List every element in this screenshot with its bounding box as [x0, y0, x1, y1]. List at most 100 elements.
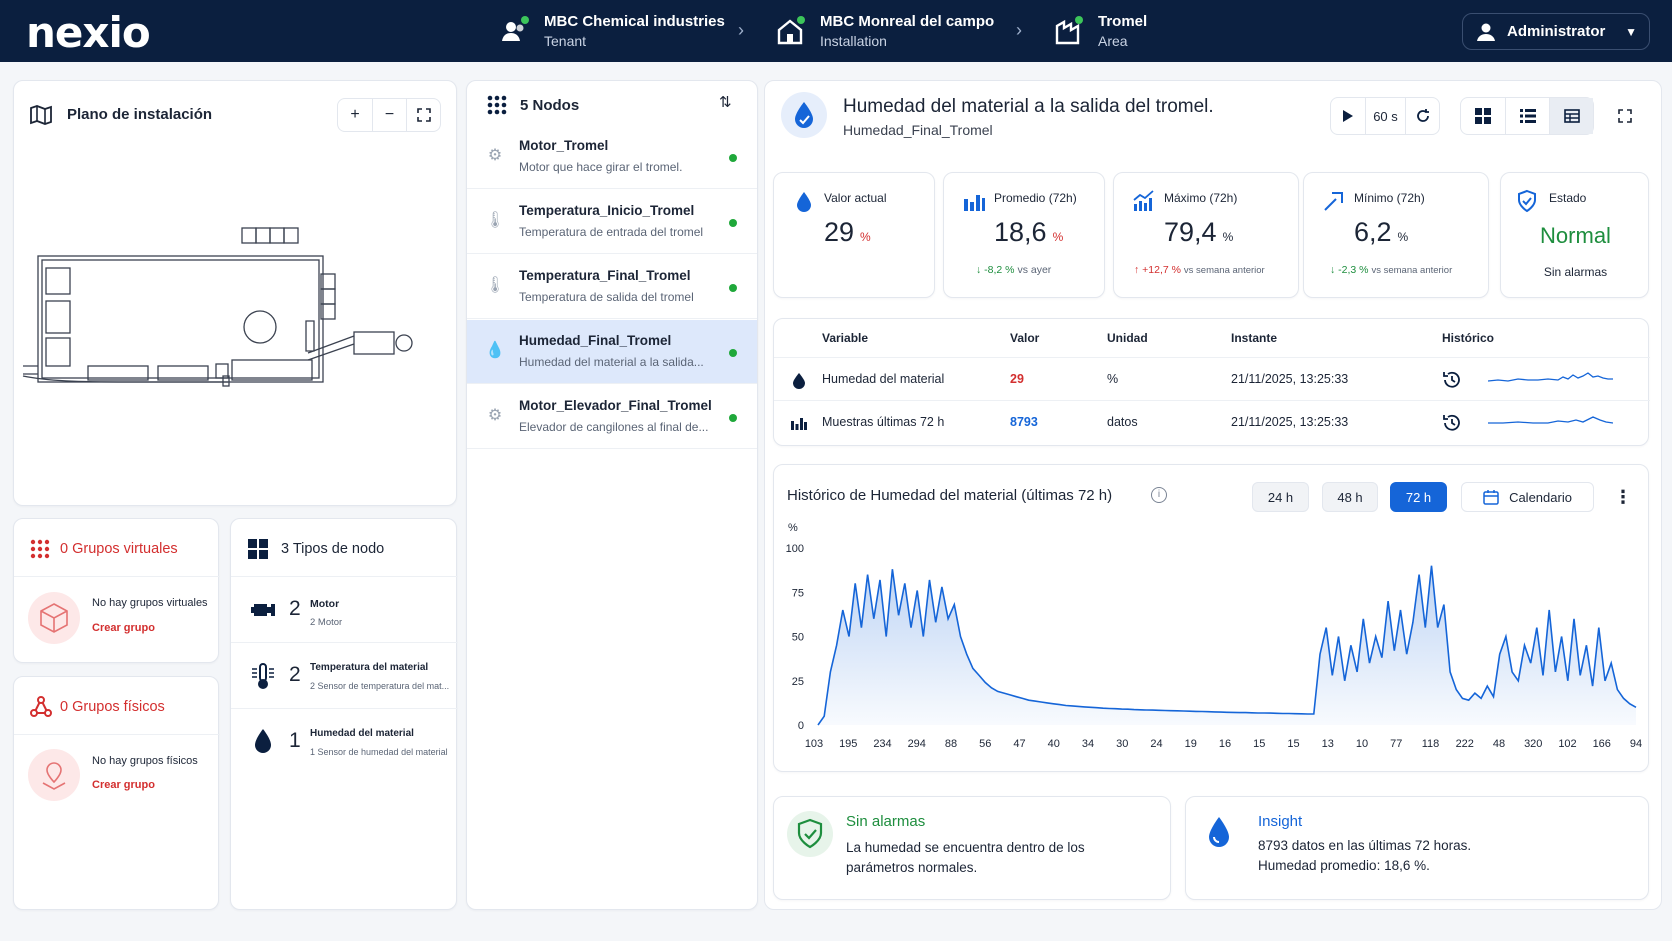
installation-plan-drawing[interactable] — [18, 226, 458, 476]
kpi-unit: % — [1052, 230, 1064, 244]
x-tick-label: 234 — [873, 738, 891, 750]
cell-variable: Muestras últimas 72 h — [822, 415, 945, 429]
x-tick-label: 77 — [1390, 738, 1402, 750]
node-type-desc: 1 Sensor de humedad del material — [310, 747, 448, 757]
kpi-label: Promedio (72h) — [994, 191, 1077, 205]
table-row[interactable]: Muestras últimas 72 h 8793 datos 21/11/2… — [774, 400, 1650, 443]
user-icon — [1477, 23, 1495, 41]
expand-button[interactable] — [1608, 98, 1642, 134]
kpi-status: Estado Normal Sin alarmas — [1500, 172, 1649, 298]
node-name: Motor_Elevador_Final_Tromel — [519, 398, 712, 413]
node-item-motor-tromel[interactable]: ⚙ Motor_Tromel Motor que hace girar el t… — [467, 125, 757, 189]
node-name: Humedad_Final_Tromel — [519, 333, 672, 348]
history-chart[interactable]: % 0 25 50 75 100 103 195 234 294 88 56 47 40 34 30 24 19 1… — [774, 515, 1650, 765]
kpi-value-wrap: 29% — [824, 217, 871, 248]
node-desc: Temperatura de entrada del tromel — [519, 225, 704, 239]
x-tick-label: 40 — [1048, 738, 1060, 750]
node-type-item[interactable]: 2 Temperatura del material 2 Sensor de t… — [231, 642, 458, 708]
x-tick-label: 320 — [1524, 738, 1542, 750]
node-type-desc: 2 Sensor de temperatura del mat... — [310, 681, 450, 691]
grid-view-button[interactable] — [1461, 98, 1505, 134]
kpi-value: 6,2 — [1354, 217, 1392, 247]
history-icon[interactable] — [1441, 369, 1463, 391]
kpi-label: Valor actual — [824, 191, 887, 205]
node-item-temperatura-inicio[interactable]: 🌡 Temperatura_Inicio_Tromel Temperatura … — [467, 190, 757, 254]
x-tick-label: 56 — [979, 738, 991, 750]
kpi-unit: % — [1397, 230, 1409, 244]
range-24h-button[interactable]: 24 h — [1252, 482, 1309, 512]
node-item-humedad-final[interactable]: 💧 Humedad_Final_Tromel Humedad del mater… — [467, 320, 757, 384]
list-view-button[interactable] — [1505, 98, 1549, 134]
grid-icon — [248, 539, 268, 559]
play-button[interactable] — [1331, 98, 1365, 134]
grid-dots-icon — [30, 539, 50, 559]
table-view-icon — [1563, 109, 1580, 123]
x-tick-label: 15 — [1287, 738, 1299, 750]
x-tick-label: 16 — [1219, 738, 1231, 750]
thermometer-icon: 🌡 — [485, 277, 506, 294]
more-options-icon[interactable]: ⋮ — [1614, 487, 1632, 507]
status-dot — [729, 284, 737, 292]
node-item-motor-elevador[interactable]: ⚙ Motor_Elevador_Final_Tromel Elevador d… — [467, 385, 757, 449]
fullscreen-button[interactable] — [406, 99, 440, 131]
kpi-label: Estado — [1549, 191, 1587, 205]
cell-value: 8793 — [1010, 415, 1038, 429]
x-tick-label: 24 — [1150, 738, 1162, 750]
sort-icon[interactable]: ⇅ — [719, 94, 732, 111]
insight-line-1: 8793 datos en las últimas 72 horas. — [1258, 838, 1472, 853]
alarms-title: Sin alarmas — [846, 813, 926, 830]
grid-view-icon — [1475, 108, 1491, 124]
kpi-delta: -8,2 % — [984, 264, 1015, 276]
factory-home-icon — [774, 14, 808, 48]
x-tick-label: 30 — [1116, 738, 1128, 750]
kpi-unit: % — [860, 230, 871, 244]
zoom-out-button[interactable]: − — [372, 99, 406, 131]
physical-groups-title: 0 Grupos físicos — [60, 699, 165, 715]
breadcrumb-tenant[interactable]: MBC Chemical industries Tenant — [498, 13, 725, 49]
node-type-name: Humedad del material — [310, 728, 414, 739]
table-row[interactable]: Humedad del material 29 % 21/11/2025, 13… — [774, 357, 1650, 400]
kpi-trend: ↑ +12,7 % vs semana anterior — [1134, 264, 1265, 276]
chevron-right-icon: › — [738, 20, 744, 40]
play-icon — [1343, 110, 1353, 122]
col-header: Instante — [1231, 331, 1278, 345]
breadcrumb-installation[interactable]: MBC Monreal del campo Installation — [774, 13, 994, 49]
kpi-value-wrap: 18,6% — [994, 217, 1063, 248]
cell-time: 21/11/2025, 13:25:33 — [1231, 372, 1349, 386]
node-types-title: 3 Tipos de nodo — [281, 541, 385, 557]
breadcrumb-subtitle: Installation — [820, 33, 887, 49]
node-item-temperatura-final[interactable]: 🌡 Temperatura_Final_Tromel Temperatura d… — [467, 255, 757, 319]
zoom-in-button[interactable]: + — [350, 106, 360, 123]
create-physical-group-link[interactable]: Crear grupo — [92, 779, 155, 791]
range-48h-button[interactable]: 48 h — [1322, 482, 1378, 512]
user-menu[interactable]: Administrator ▼ — [1462, 13, 1650, 50]
node-type-item[interactable]: 2 Motor 2 Motor — [231, 576, 458, 642]
refresh-interval[interactable]: 60 s — [1365, 98, 1405, 134]
info-icon[interactable]: i — [1151, 487, 1167, 503]
node-name: Temperatura_Final_Tromel — [519, 268, 691, 283]
create-virtual-group-link[interactable]: Crear grupo — [92, 622, 155, 634]
history-icon[interactable] — [1441, 412, 1463, 434]
calendar-button[interactable]: Calendario — [1461, 482, 1594, 512]
kpi-average: Promedio (72h) 18,6% ↓ -8,2 % vs ayer — [943, 172, 1105, 298]
plan-panel: Plano de instalación + − — [13, 80, 457, 506]
node-type-count: 2 — [289, 663, 301, 686]
trend-line-icon — [1324, 192, 1343, 211]
series-area — [818, 565, 1636, 725]
table-view-button[interactable] — [1549, 98, 1593, 134]
breadcrumb-area[interactable]: Tromel Area — [1052, 13, 1147, 49]
refresh-button[interactable] — [1405, 98, 1439, 134]
motor-icon: ⚙ — [487, 147, 503, 164]
bar-chart-icon — [791, 418, 807, 430]
status-dot — [729, 219, 737, 227]
node-type-item[interactable]: 1 Humedad del material 1 Sensor de humed… — [231, 708, 458, 774]
range-72h-button[interactable]: 72 h — [1390, 482, 1447, 512]
fullscreen-icon — [1618, 109, 1632, 123]
logo[interactable]: nexio — [26, 8, 151, 57]
x-tick-label: 13 — [1322, 738, 1334, 750]
calendar-icon — [1483, 490, 1499, 505]
shield-check-icon — [1518, 189, 1536, 213]
cell-variable: Humedad del material — [822, 372, 945, 386]
virtual-groups-title: 0 Grupos virtuales — [60, 541, 178, 557]
col-header: Valor — [1010, 331, 1040, 345]
